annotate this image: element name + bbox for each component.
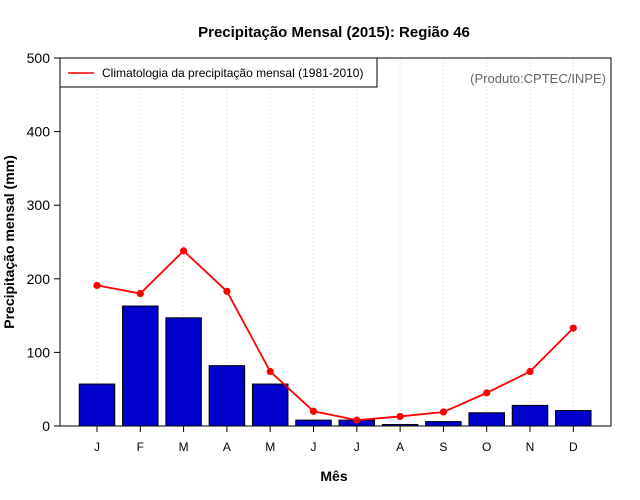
y-tick-label: 200	[27, 271, 51, 287]
bar-10	[511, 404, 549, 427]
x-tick-label: A	[396, 440, 404, 454]
bar-3	[208, 365, 246, 427]
x-tick-label: N	[526, 440, 535, 454]
x-tick-label: M	[265, 440, 275, 454]
y-axis: 0 100 200 300 400 500	[27, 50, 60, 434]
bar-5	[295, 419, 332, 427]
x-axis-label: Mês	[320, 468, 347, 484]
climatology-point-10	[526, 367, 534, 376]
legend: Climatologia da precipitação mensal (198…	[59, 57, 378, 88]
y-tick-label: 300	[27, 197, 51, 213]
legend-label: Climatologia da precipitação mensal (198…	[102, 66, 363, 80]
vertical-grid	[96, 58, 574, 426]
y-tick-label: 100	[27, 344, 51, 360]
climatology-point-11	[569, 324, 577, 332]
x-tick-label: J	[354, 440, 360, 454]
x-tick-label: J	[311, 440, 317, 454]
climatology-series	[93, 247, 577, 424]
x-tick-label: F	[137, 440, 144, 454]
climatology-line	[96, 249, 574, 422]
bar-9	[468, 412, 505, 427]
bar-11	[555, 410, 592, 427]
x-tick-label: D	[569, 440, 578, 454]
bar-8	[425, 421, 462, 427]
climatology-point-0	[93, 281, 101, 290]
x-tick-label: A	[223, 440, 231, 454]
climatology-point-6	[353, 416, 361, 424]
climatology-point-7	[396, 412, 404, 421]
y-tick-label: 0	[42, 418, 50, 434]
x-tick-label: M	[179, 440, 189, 454]
climatology-point-5	[309, 407, 318, 415]
y-tick-label: 500	[27, 50, 51, 66]
legend-box	[59, 57, 378, 88]
y-axis-label: Precipitação mensal (mm)	[1, 155, 17, 329]
climatology-point-1	[136, 289, 144, 298]
bar-1	[122, 305, 159, 427]
x-tick-label: O	[482, 440, 491, 454]
climatology-point-3	[223, 287, 231, 295]
x-tick-label: S	[439, 440, 447, 454]
bar-series	[78, 305, 592, 427]
x-tick-label: J	[94, 440, 100, 454]
bar-0	[78, 383, 116, 427]
climatology-point-2	[180, 247, 188, 255]
climatology-point-4	[266, 367, 274, 376]
climatology-point-9	[483, 389, 491, 397]
source-annotation: (Produto:CPTEC/INPE)	[470, 71, 606, 86]
chart-title: Precipitação Mensal (2015): Região 46	[198, 24, 470, 41]
bar-2	[165, 317, 202, 427]
climatology-point-8	[439, 408, 447, 416]
bar-4	[251, 383, 289, 427]
y-tick-label: 400	[27, 124, 51, 140]
